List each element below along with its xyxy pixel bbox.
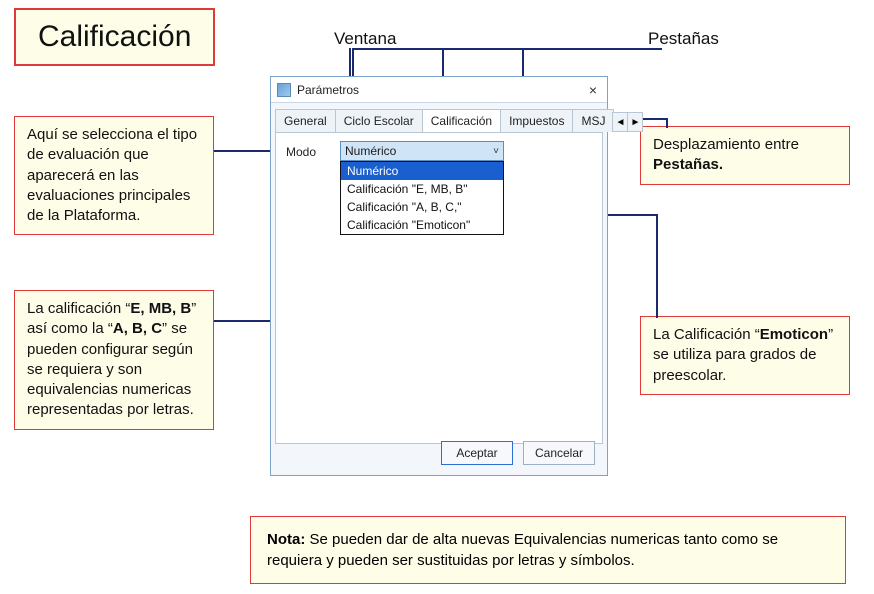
button-row: Aceptar Cancelar	[271, 441, 607, 465]
text: Desplazamiento entre	[653, 136, 799, 153]
chevron-down-icon: ˅	[493, 146, 499, 157]
window-title: Parámetros	[297, 83, 359, 97]
accept-button[interactable]: Aceptar	[441, 441, 513, 465]
t2: E, MB, B	[130, 300, 191, 317]
modo-dropdown[interactable]: Numérico ˅ Numérico Calificación "E, MB,…	[340, 141, 504, 235]
label-ventana: Ventana	[322, 24, 408, 55]
tab-general[interactable]: General	[275, 109, 336, 132]
tab-msj[interactable]: MSJ	[572, 109, 614, 132]
dropdown-option-numerico[interactable]: Numérico	[341, 162, 503, 180]
dropdown-option-embb[interactable]: Calificación "E, MB, B"	[341, 180, 503, 198]
connector-desplaz-v	[666, 118, 668, 128]
page-title: Calificación	[14, 8, 215, 66]
dropdown-selected[interactable]: Numérico ˅	[340, 141, 504, 161]
connector-tabs-h	[352, 48, 660, 50]
close-icon[interactable]: ×	[585, 82, 601, 98]
label-pestanas: Pestañas	[636, 24, 731, 55]
tab-impuestos[interactable]: Impuestos	[500, 109, 573, 132]
t4: A, B, C	[113, 320, 162, 337]
tab-body: Modo Numérico ˅ Numérico Calificación "E…	[275, 132, 603, 444]
diagram-canvas: Calificación Ventana Pestañas Desplazami…	[0, 0, 874, 594]
parametros-window: Parámetros × General Ciclo Escolar Calif…	[270, 76, 608, 476]
modo-label: Modo	[286, 145, 316, 159]
tab-bar: General Ciclo Escolar Calificación Impue…	[271, 103, 607, 132]
t1: La Calificación “	[653, 326, 760, 343]
text-bold: Pestañas.	[653, 156, 723, 173]
note-text: Se pueden dar de alta nuevas Equivalenci…	[267, 531, 778, 569]
tab-ciclo-escolar[interactable]: Ciclo Escolar	[335, 109, 423, 132]
tab-calificacion[interactable]: Calificación	[422, 109, 501, 132]
tab-scroll-right-icon[interactable]: ►	[627, 112, 643, 132]
dropdown-list: Numérico Calificación "E, MB, B" Calific…	[340, 161, 504, 235]
callout-emoticon: La Calificación “Emoticon” se utiliza pa…	[640, 316, 850, 395]
dropdown-option-abc[interactable]: Calificación "A, B, C,"	[341, 198, 503, 216]
callout-desplazamiento: Desplazamiento entre Pestañas.	[640, 126, 850, 185]
tab-scroll-arrows: ◄ ►	[613, 112, 643, 132]
note-label: Nota:	[267, 531, 305, 548]
t1: La calificación “	[27, 300, 130, 317]
cancel-button[interactable]: Cancelar	[523, 441, 595, 465]
window-icon	[277, 83, 291, 97]
tab-scroll-left-icon[interactable]: ◄	[612, 112, 628, 132]
t2: Emoticon	[760, 326, 828, 343]
dropdown-option-emoticon[interactable]: Calificación "Emoticon"	[341, 216, 503, 234]
dropdown-selected-text: Numérico	[345, 144, 396, 158]
connector-tabs-join	[660, 48, 662, 50]
callout-intro: Aquí se selecciona el tipo de evaluación…	[14, 116, 214, 235]
note-box: Nota: Se pueden dar de alta nuevas Equiv…	[250, 516, 846, 584]
connector-emoticon-v	[656, 214, 658, 318]
callout-letter-grades: La calificación “E, MB, B” así como la “…	[14, 290, 214, 430]
titlebar: Parámetros ×	[271, 77, 607, 103]
